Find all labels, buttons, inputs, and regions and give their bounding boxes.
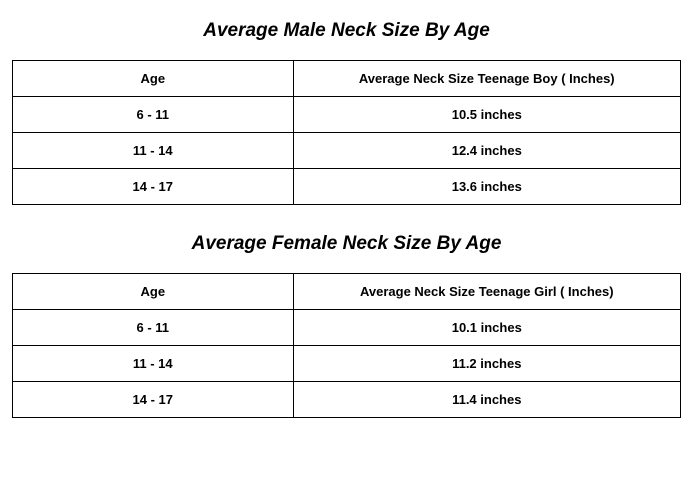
table-row: 6 - 11 10.5 inches: [13, 97, 681, 133]
table-row: 14 - 17 13.6 inches: [13, 169, 681, 205]
table-row: 6 - 11 10.1 inches: [13, 310, 681, 346]
cell-size: 10.1 inches: [293, 310, 680, 346]
cell-size: 10.5 inches: [293, 97, 680, 133]
cell-size: 13.6 inches: [293, 169, 680, 205]
cell-age: 11 - 14: [13, 346, 294, 382]
cell-age: 14 - 17: [13, 382, 294, 418]
male-section-title: Average Male Neck Size By Age: [12, 20, 681, 42]
cell-size: 11.4 inches: [293, 382, 680, 418]
cell-size: 12.4 inches: [293, 133, 680, 169]
column-header-size: Average Neck Size Teenage Boy ( Inches): [293, 61, 680, 97]
cell-age: 6 - 11: [13, 310, 294, 346]
column-header-age: Age: [13, 61, 294, 97]
female-section-title: Average Female Neck Size By Age: [12, 233, 681, 255]
cell-age: 11 - 14: [13, 133, 294, 169]
table-header-row: Age Average Neck Size Teenage Boy ( Inch…: [13, 61, 681, 97]
cell-age: 14 - 17: [13, 169, 294, 205]
table-row: 14 - 17 11.4 inches: [13, 382, 681, 418]
column-header-age: Age: [13, 274, 294, 310]
table-header-row: Age Average Neck Size Teenage Girl ( Inc…: [13, 274, 681, 310]
cell-age: 6 - 11: [13, 97, 294, 133]
male-neck-size-table: Age Average Neck Size Teenage Boy ( Inch…: [12, 60, 681, 205]
female-neck-size-table: Age Average Neck Size Teenage Girl ( Inc…: [12, 273, 681, 418]
table-row: 11 - 14 12.4 inches: [13, 133, 681, 169]
table-row: 11 - 14 11.2 inches: [13, 346, 681, 382]
cell-size: 11.2 inches: [293, 346, 680, 382]
column-header-size: Average Neck Size Teenage Girl ( Inches): [293, 274, 680, 310]
